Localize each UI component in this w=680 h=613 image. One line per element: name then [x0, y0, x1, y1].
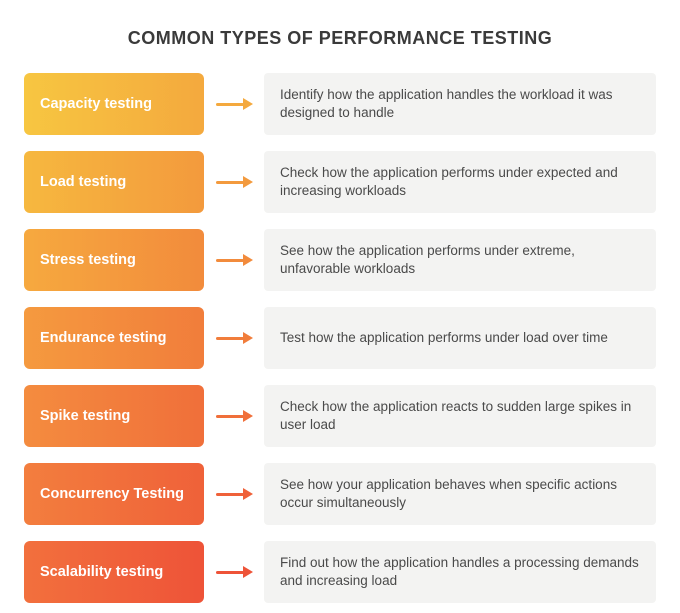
testing-type-pill: Concurrency Testing [24, 463, 204, 525]
arrow-head [243, 410, 253, 422]
arrow-right-icon [216, 488, 253, 500]
testing-type-pill: Stress testing [24, 229, 204, 291]
arrow-line [216, 259, 244, 262]
testing-type-row: Stress testing See how the application pe… [24, 229, 656, 291]
testing-type-description: Test how the application performs under … [264, 307, 656, 369]
testing-type-pill: Endurance testing [24, 307, 204, 369]
description-text: Check how the application performs under… [280, 164, 640, 200]
testing-type-pill: Capacity testing [24, 73, 204, 135]
description-text: Find out how the application handles a p… [280, 554, 640, 590]
arrow-right-icon [216, 410, 253, 422]
testing-type-row: Endurance testing Test how the applicatio… [24, 307, 656, 369]
testing-type-description: Check how the application performs under… [264, 151, 656, 213]
arrow-head [243, 98, 253, 110]
arrow-right-icon [216, 254, 253, 266]
arrow-right-icon [216, 566, 253, 578]
arrow-right-icon [216, 98, 253, 110]
arrow-head [243, 176, 253, 188]
testing-type-label: Spike testing [40, 408, 130, 424]
testing-type-label: Capacity testing [40, 96, 152, 112]
testing-type-label: Endurance testing [40, 330, 167, 346]
arrow-line [216, 103, 244, 106]
testing-type-description: Identify how the application handles the… [264, 73, 656, 135]
arrow-right-icon [216, 176, 253, 188]
arrow-wrap [204, 73, 264, 135]
testing-type-pill: Spike testing [24, 385, 204, 447]
testing-type-pill: Load testing [24, 151, 204, 213]
arrow-head [243, 488, 253, 500]
description-text: See how your application behaves when sp… [280, 476, 640, 512]
arrow-right-icon [216, 332, 253, 344]
arrow-wrap [204, 307, 264, 369]
arrow-line [216, 415, 244, 418]
description-text: Check how the application reacts to sudd… [280, 398, 640, 434]
arrow-head [243, 254, 253, 266]
testing-type-row: Concurrency Testing See how your applicat… [24, 463, 656, 525]
description-text: Test how the application performs under … [280, 329, 608, 347]
arrow-wrap [204, 541, 264, 603]
arrow-head [243, 332, 253, 344]
arrow-line [216, 181, 244, 184]
arrow-head [243, 566, 253, 578]
arrow-wrap [204, 229, 264, 291]
arrow-wrap [204, 463, 264, 525]
rows-container: Capacity testing Identify how the applica… [24, 73, 656, 603]
description-text: See how the application performs under e… [280, 242, 640, 278]
testing-type-label: Load testing [40, 174, 126, 190]
testing-type-pill: Scalability testing [24, 541, 204, 603]
page-title: COMMON TYPES OF PERFORMANCE TESTING [24, 28, 656, 49]
testing-type-row: Capacity testing Identify how the applica… [24, 73, 656, 135]
testing-type-label: Concurrency Testing [40, 486, 184, 502]
testing-type-description: See how your application behaves when sp… [264, 463, 656, 525]
testing-type-row: Scalability testing Find out how the appl… [24, 541, 656, 603]
arrow-line [216, 337, 244, 340]
testing-type-row: Load testing Check how the application pe… [24, 151, 656, 213]
testing-type-description: See how the application performs under e… [264, 229, 656, 291]
arrow-line [216, 493, 244, 496]
arrow-line [216, 571, 244, 574]
arrow-wrap [204, 151, 264, 213]
arrow-wrap [204, 385, 264, 447]
testing-type-row: Spike testing Check how the application r… [24, 385, 656, 447]
description-text: Identify how the application handles the… [280, 86, 640, 122]
testing-type-description: Check how the application reacts to sudd… [264, 385, 656, 447]
testing-type-description: Find out how the application handles a p… [264, 541, 656, 603]
testing-type-label: Scalability testing [40, 564, 163, 580]
testing-type-label: Stress testing [40, 252, 136, 268]
